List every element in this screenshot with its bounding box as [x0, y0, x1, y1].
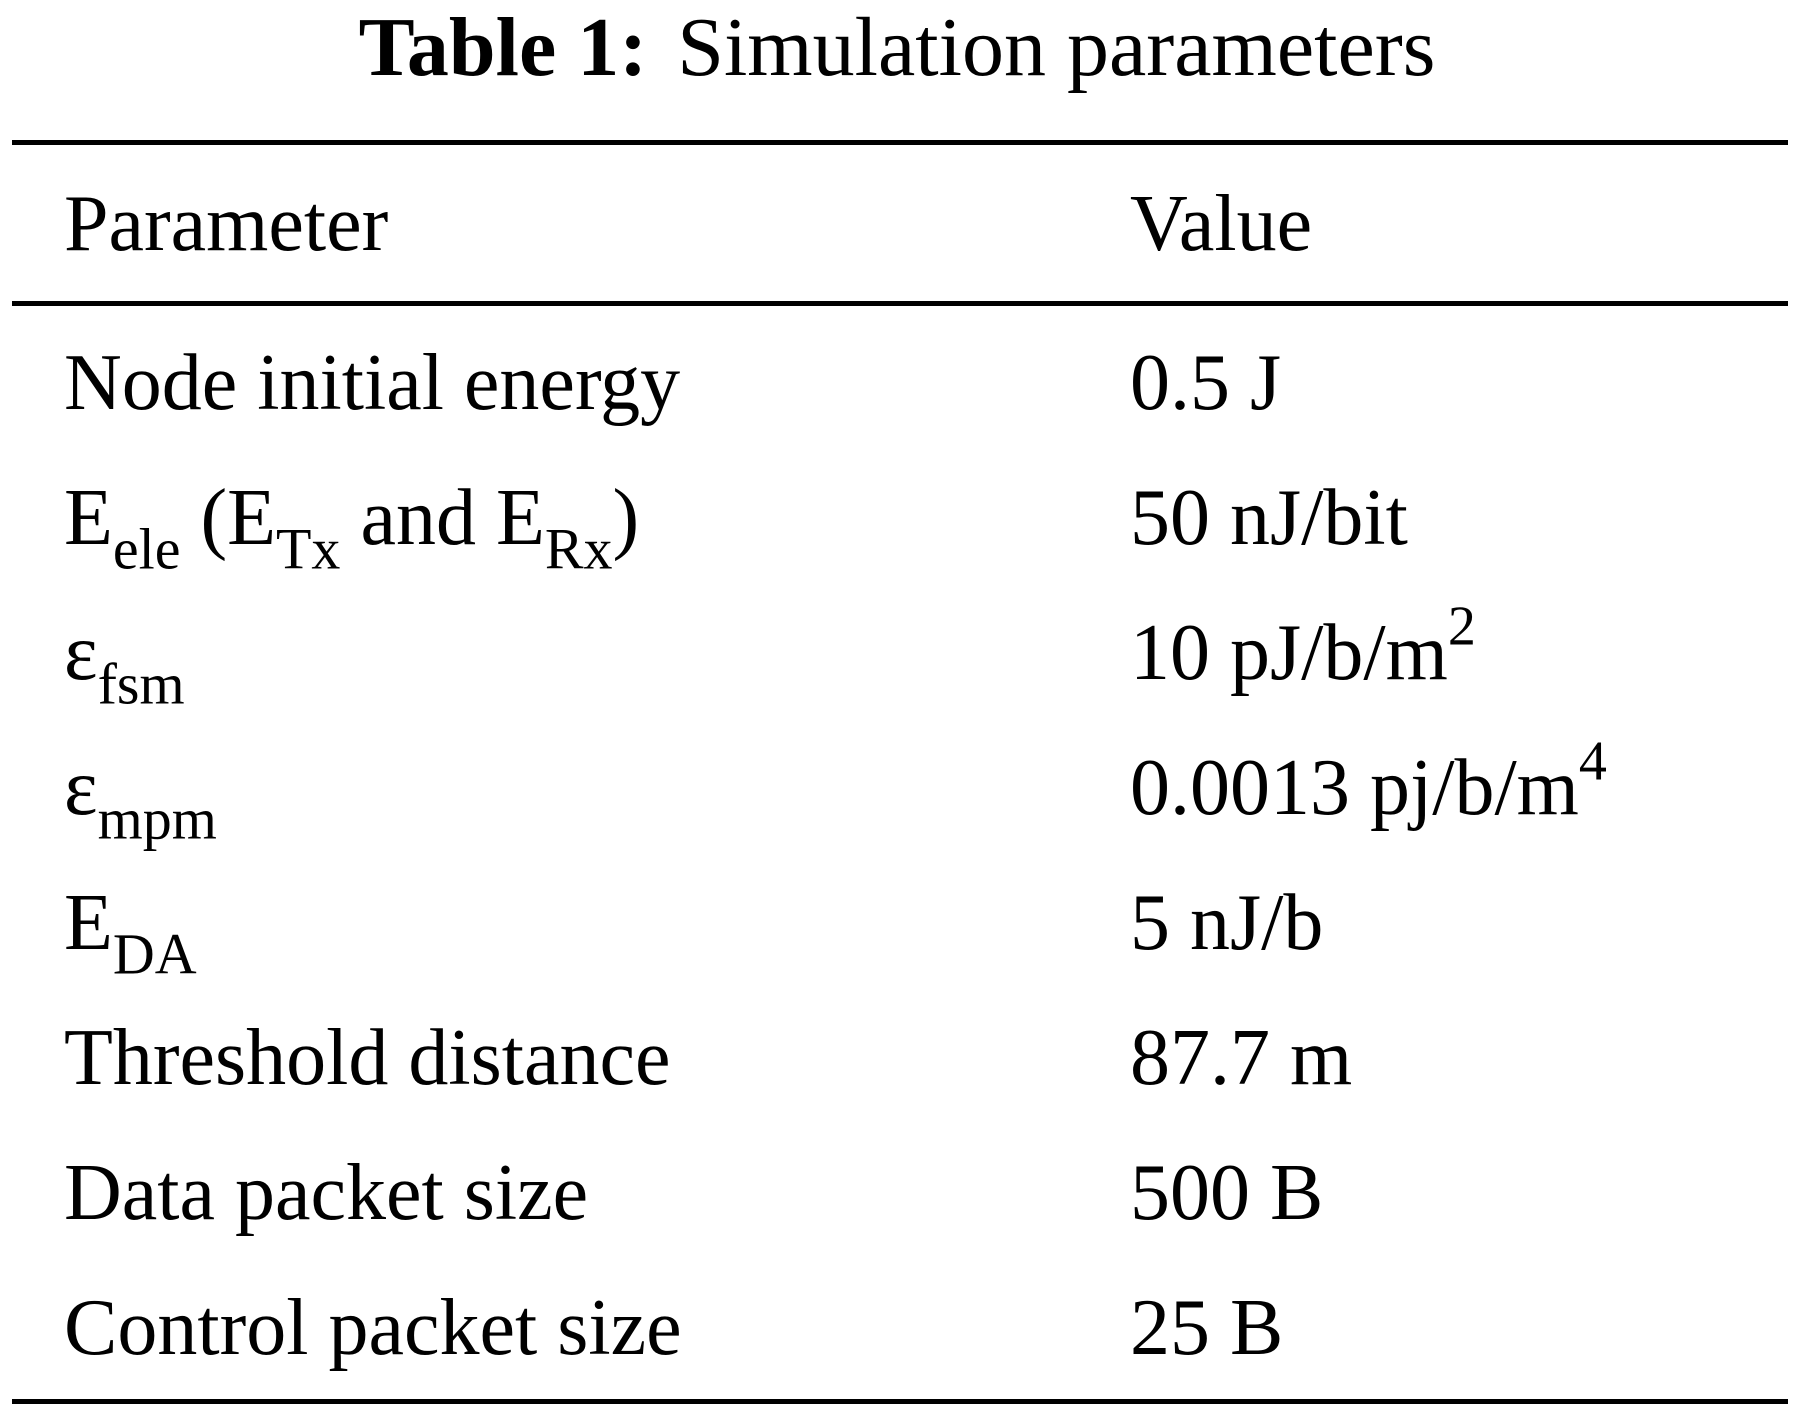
- row-data-packet-size-parameter: Data packet size: [64, 1149, 589, 1237]
- eele-e: E: [64, 474, 113, 562]
- table-caption: Table 1: Simulation parameters: [0, 0, 1794, 98]
- row-control-packet-size-value: 25 B: [1130, 1284, 1284, 1372]
- eda-subscript: DA: [112, 921, 197, 987]
- row-eele-parameter: Eele (ETx and ERx): [64, 468, 640, 578]
- header-value: Value: [1130, 180, 1313, 268]
- eele-and: and E: [340, 474, 545, 562]
- erx-subscript: Rx: [544, 516, 613, 582]
- efsm-subscript: fsm: [97, 651, 185, 717]
- row-node-initial-energy-parameter: Node initial energy: [64, 339, 681, 427]
- row-empm-parameter: εmpm: [64, 738, 217, 848]
- efsm-epsilon: ε: [64, 609, 98, 697]
- table-caption-title: Simulation parameters: [677, 1, 1436, 94]
- row-data-packet-size-value: 500 B: [1130, 1149, 1324, 1237]
- table-header-rule: [12, 301, 1788, 306]
- table-caption-label: Table 1:: [358, 1, 648, 94]
- row-eda-parameter: EDA: [64, 873, 197, 983]
- row-threshold-distance-parameter: Threshold distance: [64, 1014, 671, 1102]
- header-parameter: Parameter: [64, 180, 389, 268]
- row-threshold-distance-value: 87.7 m: [1130, 1014, 1353, 1102]
- table-bottom-rule: [12, 1399, 1788, 1404]
- eele-open: (E: [180, 474, 276, 562]
- table-top-rule: [12, 140, 1788, 145]
- row-eele-value: 50 nJ/bit: [1130, 474, 1408, 562]
- efsm-value-exponent: 2: [1447, 595, 1476, 658]
- empm-value-base: 0.0013 pj/b/m: [1130, 744, 1579, 832]
- efsm-value-base: 10 pJ/b/m: [1130, 609, 1448, 697]
- eele-close: ): [612, 474, 640, 562]
- eele-subscript: ele: [112, 516, 181, 582]
- row-efsm-value: 10 pJ/b/m2: [1130, 598, 1476, 703]
- etx-subscript: Tx: [276, 516, 341, 582]
- empm-value-exponent: 4: [1578, 730, 1607, 793]
- row-empm-value: 0.0013 pj/b/m4: [1130, 733, 1607, 838]
- empm-subscript: mpm: [97, 786, 217, 852]
- row-efsm-parameter: εfsm: [64, 603, 185, 713]
- empm-epsilon: ε: [64, 744, 98, 832]
- row-node-initial-energy-value: 0.5 J: [1130, 339, 1282, 427]
- eda-e: E: [64, 879, 113, 967]
- row-control-packet-size-parameter: Control packet size: [64, 1284, 682, 1372]
- row-eda-value: 5 nJ/b: [1130, 879, 1324, 967]
